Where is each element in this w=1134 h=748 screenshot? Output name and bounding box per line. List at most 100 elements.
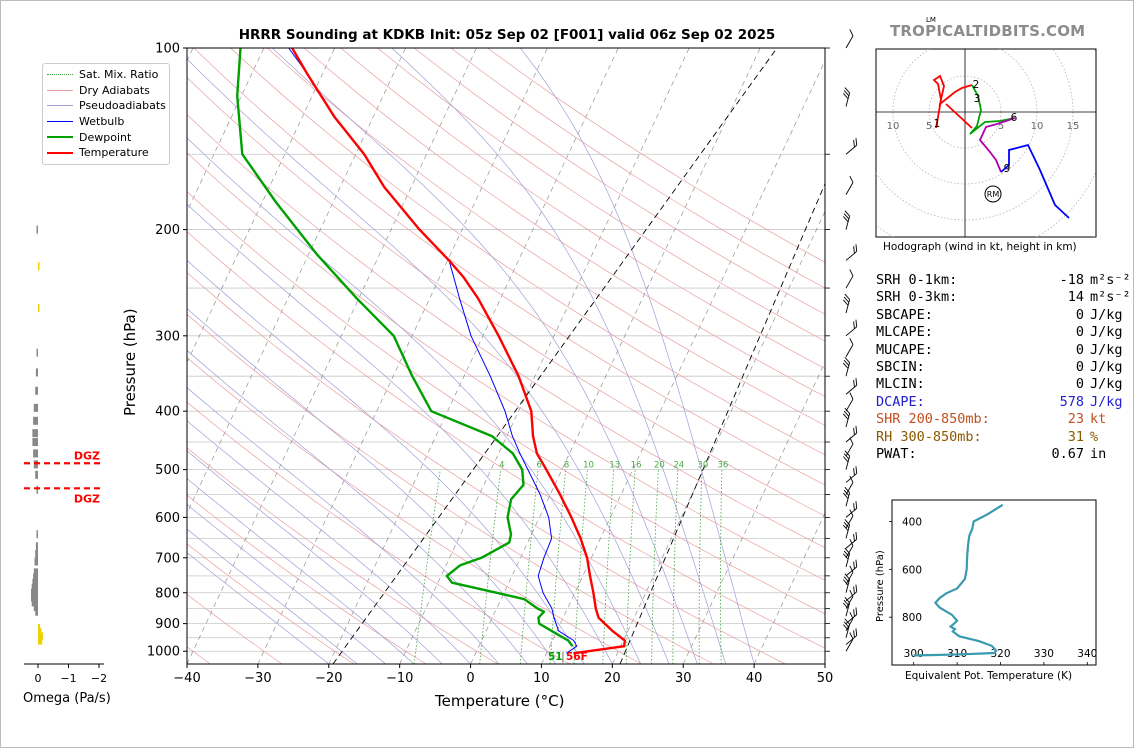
pseudoadiabat-line (187, 450, 443, 664)
omega-bar (35, 368, 38, 377)
wind-barb (845, 607, 858, 624)
omega-bar (38, 636, 43, 645)
dry-adiabat-line (193, 48, 825, 486)
mixing-ratio-line (549, 469, 566, 664)
omega-bar (38, 628, 42, 637)
isotherm-line (187, 48, 477, 664)
dry-adiabat-line (267, 48, 825, 426)
pseudoadiabat-line (187, 350, 528, 664)
stat-row: SRH 0-1km: -18 m²s⁻² (876, 272, 1131, 289)
y-axis-label: Pressure (hPa) (121, 308, 139, 416)
stat-unit: J/kg (1090, 376, 1123, 393)
wind-barb (845, 475, 854, 495)
stat-unit: J/kg (1090, 359, 1123, 376)
legend-swatch (47, 74, 73, 76)
wind-barb (845, 628, 858, 645)
mixing-ratio-label: 24 (673, 461, 684, 471)
mixing-ratio-line (573, 469, 588, 664)
omega-bar (35, 470, 38, 479)
stat-label: SBCIN: (876, 359, 925, 376)
stat-value: 0 (1075, 359, 1084, 376)
wind-barb (845, 509, 854, 529)
pseudoadiabat-line (187, 528, 358, 664)
stat-value: 23 (1067, 411, 1084, 428)
wind-barb (842, 573, 851, 593)
omega-bar (33, 603, 38, 612)
wind-barb (845, 632, 854, 652)
wind-barb (842, 596, 851, 617)
legend-label: Temperature (79, 146, 149, 160)
wind-barb (845, 565, 854, 585)
stat-unit: J/kg (1090, 393, 1123, 410)
isotherm-line (328, 48, 619, 664)
y-tick-label: 600 (155, 511, 180, 526)
stat-row: SRH 0-3km: 14 m²s⁻² (876, 289, 1131, 306)
omega-bar (35, 550, 38, 559)
mixing-ratio-line (479, 469, 502, 664)
theta-e-line (913, 503, 1004, 657)
storm-motion-label: RM (987, 190, 1000, 199)
skewt-background-lines (187, 48, 825, 664)
stat-value: 31 (1067, 428, 1084, 445)
stat-unit: % (1090, 428, 1099, 445)
isotherm-line (541, 59, 825, 664)
omega-bar (36, 348, 38, 357)
surface-temperature-label: 56F (566, 651, 588, 663)
stat-row: MLCAPE: 0 J/kg (876, 324, 1131, 341)
omega-bar (36, 225, 38, 234)
legend-item: Pseudoadiabats (43, 98, 169, 114)
dry-adiabat-line (187, 401, 570, 664)
omega-bar (31, 583, 38, 592)
isotherm-line (611, 210, 825, 664)
wind-barb (845, 392, 854, 412)
omega-bar (33, 403, 38, 412)
hodograph-segment-3-6km (969, 84, 1016, 135)
stat-unit: kt (1090, 411, 1107, 428)
hodograph-ring-label: 15 (1067, 121, 1080, 132)
mixing-ratio-label: 13 (609, 461, 620, 471)
legend-item: Sat. Mix. Ratio (43, 67, 169, 83)
legend-item: Dry Adiabats (43, 83, 169, 99)
wind-barb (845, 29, 854, 49)
hodograph-frame (875, 48, 1097, 238)
y-tick-label: 200 (155, 223, 180, 238)
stat-row: MLCIN: 0 J/kg (876, 376, 1131, 393)
y-tick-label: 500 (155, 463, 180, 478)
omega-bar (35, 607, 38, 616)
stat-label: SRH 0-3km: (876, 289, 958, 306)
stat-row: SHR 200-850mb: 23 kt (876, 411, 1131, 428)
dry-adiabat-line (187, 152, 825, 581)
mixing-ratio-label: 8 (564, 461, 569, 471)
theta-e-x-tick-label: 330 (1034, 648, 1054, 660)
x-tick-label: 20 (604, 671, 621, 686)
wind-barb (842, 618, 851, 638)
legend-label: Sat. Mix. Ratio (79, 68, 159, 82)
dry-adiabat-line (187, 543, 355, 664)
omega-bar (33, 416, 38, 425)
stat-label: RH 300-850mb: (876, 428, 982, 445)
wind-barb (842, 87, 851, 107)
wind-barb (845, 337, 854, 358)
dewpoint-line (236, 48, 574, 647)
hodograph-ring-label: 5 (926, 121, 932, 132)
isotherm-line (470, 48, 761, 664)
pseudoadiabat-line (187, 203, 613, 664)
stat-unit: in (1090, 446, 1107, 463)
surface-dewpoint-label: 51 (548, 651, 563, 663)
x-tick-label: −20 (315, 671, 342, 686)
storm-motion-marker (984, 185, 1002, 203)
legend-swatch (47, 121, 73, 123)
omega-tick-label: −1 (60, 672, 76, 685)
pseudoadiabat-line (187, 504, 386, 664)
theta-e-y-tick-label: 800 (902, 612, 922, 624)
temperature-line (291, 48, 626, 655)
omega-panel: 0 −1 −2 DGZ DGZ (24, 225, 107, 685)
wind-barb (845, 269, 854, 289)
omega-bar (33, 449, 38, 458)
x-tick-label: −40 (173, 671, 200, 686)
legend-label: Pseudoadiabats (79, 99, 166, 113)
omega-bar (38, 304, 40, 313)
x-tick-label: 40 (746, 671, 763, 686)
mixing-ratio-line (520, 469, 539, 664)
dry-adiabat-line (413, 48, 825, 315)
